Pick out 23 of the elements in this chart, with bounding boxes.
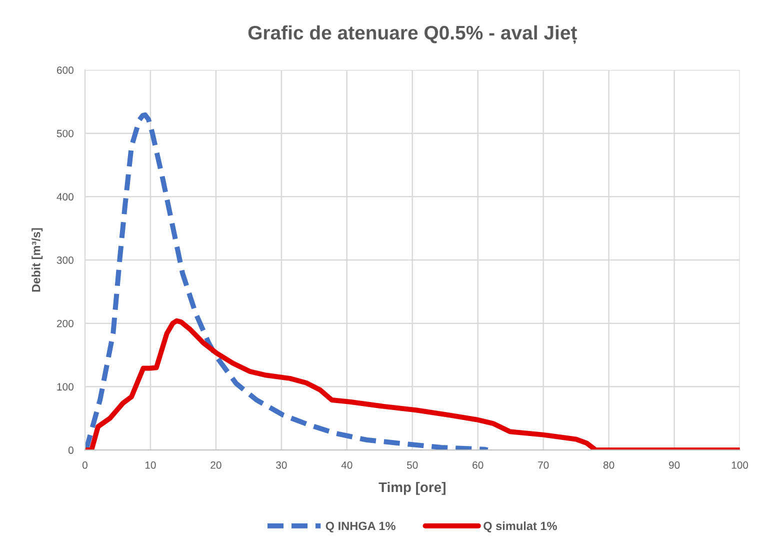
y-tick-label: 400 xyxy=(56,193,74,201)
x-tick-label: 10 xyxy=(145,461,156,469)
y-tick-label: 100 xyxy=(57,383,74,391)
y-tick-label: 200 xyxy=(57,320,74,328)
y-tick-label: 600 xyxy=(57,66,74,74)
y-tick-label: 300 xyxy=(56,256,74,264)
x-tick-label: 80 xyxy=(603,461,614,469)
x-tick-label: 100 xyxy=(732,461,748,469)
x-tick-label: 60 xyxy=(472,461,484,469)
x-tick-label: 0 xyxy=(82,461,88,469)
x-tick-label: 30 xyxy=(276,461,287,469)
x-tick-label: 90 xyxy=(668,461,680,469)
chart-title: Grafic de atenuare Q0.5% - aval Jieț xyxy=(248,25,577,44)
legend-label: Q simulat 1% xyxy=(484,521,557,532)
y-axis-title: Debit [m³/s] xyxy=(32,228,43,292)
x-tick-label: 20 xyxy=(210,461,222,469)
x-tick-label: 70 xyxy=(538,461,549,469)
x-tick-label: 40 xyxy=(341,461,352,469)
x-axis-title: Timp [ore] xyxy=(378,482,446,495)
y-tick-label: 500 xyxy=(56,130,74,138)
y-tick-label: 0 xyxy=(68,446,74,454)
x-tick-label: 50 xyxy=(407,461,418,469)
legend-label: Q INHGA 1% xyxy=(326,522,396,532)
